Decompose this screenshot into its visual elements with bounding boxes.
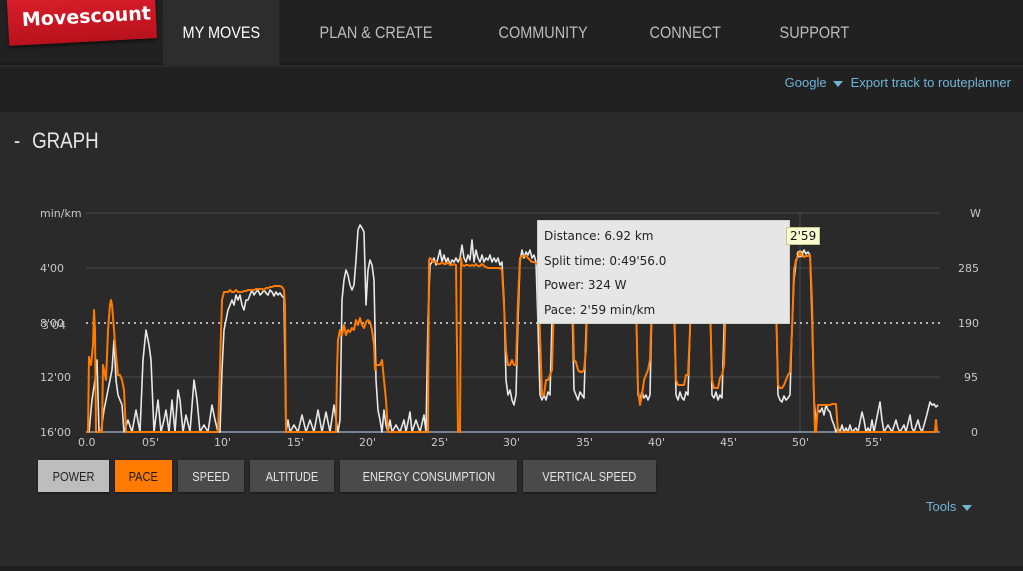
energy-consumption-toggle-button[interactable]: ENERGY CONSUMPTION (339, 460, 518, 492)
svg-text:4'00: 4'00 (40, 262, 64, 275)
y-axis-left: min/km 4'00 8'00 3'04 12'00 16'00 (40, 207, 82, 439)
svg-text:30': 30' (503, 436, 520, 449)
svg-text:20': 20' (359, 436, 376, 449)
main-nav: MY MOVES PLAN & CREATE COMMUNITY CONNECT… (163, 0, 888, 65)
svg-text:8'00: 8'00 (40, 317, 64, 330)
speed-label: SPEED (191, 468, 230, 484)
map-toolbar: Google Export track to routeplanner (0, 67, 1023, 112)
svg-text:190: 190 (958, 317, 979, 330)
tooltip-split-time: Split time: 0:49'56.0 (544, 253, 667, 268)
nav-connect[interactable]: CONNECT (649, 22, 722, 42)
section-title: GRAPH (32, 128, 99, 153)
svg-text:285: 285 (958, 262, 979, 275)
svg-text:W: W (970, 207, 981, 220)
power-toggle-button[interactable]: POWER (38, 460, 110, 492)
svg-text:0.0: 0.0 (78, 436, 96, 449)
tooltip-pace: Pace: 2'59 min/km (544, 302, 656, 317)
chevron-down-icon (962, 504, 973, 511)
svg-text:16'00: 16'00 (40, 426, 71, 439)
tools-label: Tools (926, 499, 957, 514)
pace-series-line (86, 253, 938, 433)
svg-text:45': 45' (720, 436, 737, 449)
collapse-icon[interactable]: - (14, 128, 21, 153)
nav-support[interactable]: SUPPORT (779, 22, 850, 42)
svg-text:12'00: 12'00 (40, 371, 71, 384)
svg-text:95: 95 (964, 371, 978, 384)
pace-value-flag: 2'59 (786, 227, 821, 245)
average-label: 3'04 (42, 319, 66, 332)
svg-text:0: 0 (971, 426, 978, 439)
nav-community[interactable]: COMMUNITY (498, 22, 588, 42)
power-label: POWER (52, 468, 95, 484)
svg-text:25': 25' (431, 436, 448, 449)
svg-text:05': 05' (142, 436, 159, 449)
tools-dropdown[interactable]: Tools (926, 499, 973, 514)
y-left-unit: min/km (40, 207, 82, 220)
nav-my-moves[interactable]: MY MOVES (163, 0, 280, 65)
y-axis-right: W 285 190 95 0 (958, 207, 981, 439)
chevron-down-icon (832, 80, 843, 87)
altitude-label: ALTITUDE (265, 468, 318, 484)
series-toggle-buttons: POWER PACE SPEED ALTITUDE ENERGY CONSUMP… (38, 460, 656, 492)
movescount-logo[interactable]: Movescount (6, 0, 158, 46)
vertical-speed-label: VERTICAL SPEED (542, 468, 637, 484)
highlight-point (796, 250, 804, 258)
graph-section-header[interactable]: - GRAPH (14, 128, 99, 154)
svg-text:10': 10' (214, 436, 231, 449)
tooltip-distance: Distance: 6.92 km (544, 229, 654, 243)
map-provider-label: Google (784, 75, 827, 90)
svg-text:50': 50' (792, 436, 809, 449)
energy-consumption-label: ENERGY CONSUMPTION (362, 468, 495, 484)
pace-label: PACE (128, 468, 158, 484)
x-axis: 0.0 05' 10' 15' 20' 25' 30' 35' 40' 45' … (78, 436, 882, 449)
pace-power-chart[interactable]: min/km 4'00 8'00 3'04 12'00 16'00 W 285 … (0, 200, 1023, 460)
export-track-link[interactable]: Export track to routeplanner (850, 75, 1011, 90)
map-provider-dropdown[interactable]: Google (785, 75, 843, 90)
top-navigation-bar: Movescount MY MOVES PLAN & CREATE COMMUN… (0, 0, 1023, 65)
pace-toggle-button[interactable]: PACE (115, 460, 172, 492)
altitude-toggle-button[interactable]: ALTITUDE (249, 460, 334, 492)
vertical-speed-toggle-button[interactable]: VERTICAL SPEED (523, 460, 656, 492)
bottom-edge (0, 566, 1023, 571)
speed-toggle-button[interactable]: SPEED (177, 460, 244, 492)
svg-text:40': 40' (648, 436, 665, 449)
svg-text:15': 15' (287, 436, 304, 449)
svg-text:55': 55' (865, 436, 882, 449)
logo-text: Movescount (21, 2, 152, 32)
chart-tooltip: Distance: 6.92 km Split time: 0:49'56.0 … (537, 220, 790, 324)
tooltip-power: Power: 324 W (544, 278, 627, 292)
nav-plan-create[interactable]: PLAN & CREATE (319, 22, 433, 42)
svg-text:35': 35' (576, 436, 593, 449)
gridlines (86, 212, 940, 432)
